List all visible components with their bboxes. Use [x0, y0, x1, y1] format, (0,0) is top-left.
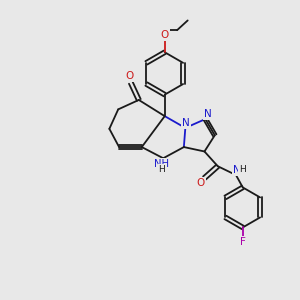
Text: N: N	[182, 118, 190, 128]
Text: H: H	[239, 165, 246, 174]
Text: H: H	[158, 165, 165, 174]
Text: O: O	[197, 178, 205, 188]
Text: NH: NH	[154, 159, 169, 169]
Text: O: O	[125, 71, 134, 81]
Text: N: N	[233, 165, 240, 175]
Text: F: F	[240, 237, 246, 247]
Text: N: N	[204, 109, 212, 119]
Text: O: O	[160, 30, 169, 40]
